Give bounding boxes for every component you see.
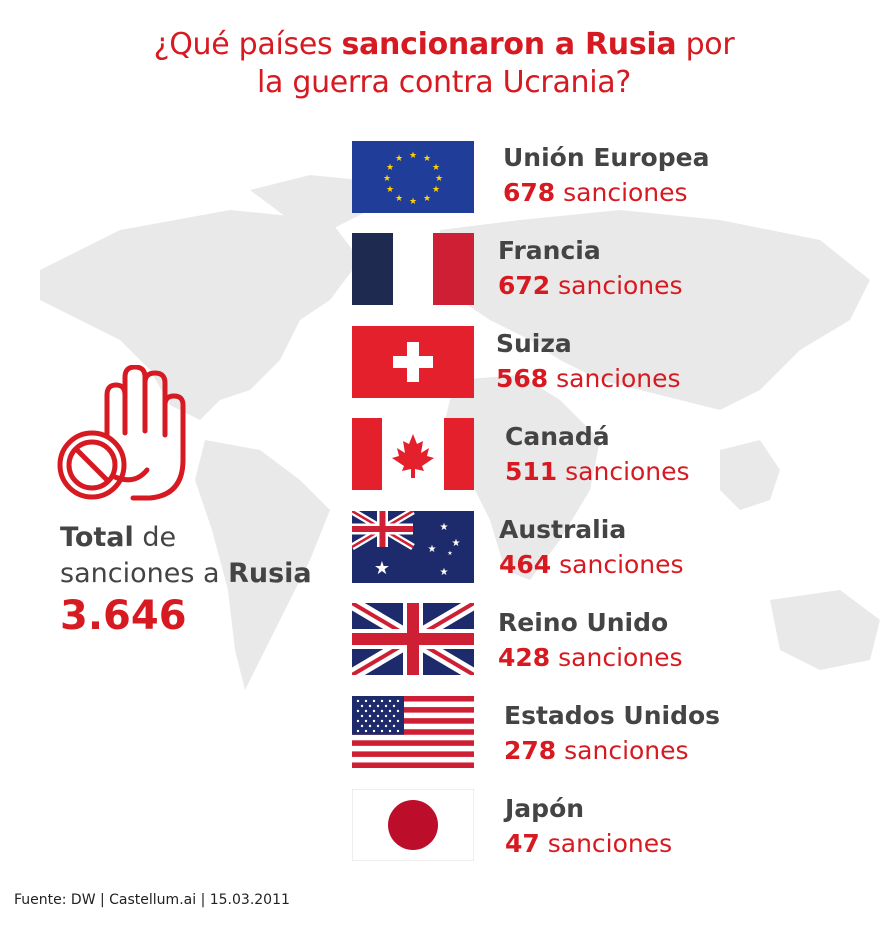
svg-text:★: ★ bbox=[428, 544, 437, 555]
country-name: Suiza bbox=[496, 329, 572, 358]
flag-france bbox=[352, 233, 474, 305]
sanction-count-value: 464 bbox=[499, 550, 552, 579]
country-sanction-count: 672 sanciones bbox=[498, 271, 683, 301]
sanction-unit-label: sanciones bbox=[556, 736, 689, 765]
sanction-count-value: 568 bbox=[496, 364, 549, 393]
country-sanction-count: 678 sanciones bbox=[503, 178, 688, 208]
flag-australia: ★ ★ ★ ★ ★ ★ bbox=[352, 511, 474, 583]
svg-text:★: ★ bbox=[386, 185, 394, 195]
title-line2: la guerra contra Ucrania? bbox=[256, 65, 632, 100]
country-sanction-count: 511 sanciones bbox=[505, 457, 690, 487]
svg-text:★: ★ bbox=[383, 174, 391, 184]
country-name: Reino Unido bbox=[498, 608, 669, 637]
svg-text:★: ★ bbox=[395, 154, 403, 164]
svg-text:★: ★ bbox=[395, 194, 403, 204]
sanction-unit-label: sanciones bbox=[551, 550, 684, 579]
sanction-unit-label: sanciones bbox=[550, 271, 683, 300]
sanction-unit-label: sanciones bbox=[550, 643, 683, 672]
country-name: Canadá bbox=[505, 422, 610, 451]
world-map-background bbox=[40, 175, 880, 690]
svg-text:★: ★ bbox=[409, 197, 417, 207]
country-sanction-count: 278 sanciones bbox=[504, 736, 689, 766]
country-sanction-count: 464 sanciones bbox=[499, 550, 684, 580]
country-name: Unión Europea bbox=[503, 143, 710, 172]
sanction-count-value: 678 bbox=[503, 178, 556, 207]
svg-text:★: ★ bbox=[374, 558, 390, 579]
sanction-count-value: 47 bbox=[505, 829, 540, 858]
total-line2-prefix: sanciones a bbox=[60, 558, 229, 589]
country-name: Estados Unidos bbox=[504, 701, 721, 730]
flag-switzerland bbox=[352, 326, 474, 398]
svg-text:★: ★ bbox=[423, 154, 431, 164]
total-label-rest: de bbox=[133, 522, 177, 553]
title-prefix: ¿Qué países bbox=[153, 27, 342, 62]
svg-text:★: ★ bbox=[409, 151, 417, 161]
sanction-count-value: 672 bbox=[498, 271, 551, 300]
country-sanction-count: 568 sanciones bbox=[496, 364, 681, 394]
country-name: Australia bbox=[499, 515, 627, 544]
sanction-unit-label: sanciones bbox=[557, 457, 690, 486]
total-line2: sanciones a Rusia bbox=[60, 556, 312, 592]
flag-united-kingdom bbox=[352, 603, 474, 675]
svg-text:★: ★ bbox=[447, 550, 452, 557]
sanction-unit-label: sanciones bbox=[548, 364, 681, 393]
country-name: Japón bbox=[505, 794, 585, 823]
sanction-unit-label: sanciones bbox=[555, 178, 688, 207]
flag-canada bbox=[352, 418, 474, 490]
flag-united-states bbox=[352, 696, 474, 768]
total-sanctions: Total de sanciones a Rusia 3.646 bbox=[60, 520, 312, 640]
title-bold: sancionaron a Rusia bbox=[341, 27, 677, 62]
country-sanction-count: 47 sanciones bbox=[505, 829, 672, 859]
sanction-count-value: 278 bbox=[504, 736, 557, 765]
total-label-bold: Total bbox=[60, 522, 134, 553]
svg-text:★: ★ bbox=[386, 163, 394, 173]
source-note: Fuente: DW | Castellum.ai | 15.03.2011 bbox=[14, 892, 290, 908]
sanction-unit-label: sanciones bbox=[539, 829, 673, 858]
country-name: Francia bbox=[498, 236, 601, 265]
svg-text:★: ★ bbox=[435, 174, 443, 184]
sanction-count-value: 511 bbox=[505, 457, 558, 486]
flag-eu: ★ ★ ★ ★ ★ ★ ★ ★ ★ ★ ★ ★ bbox=[352, 141, 474, 213]
flag-japan bbox=[352, 789, 474, 861]
total-line2-bold: Rusia bbox=[228, 558, 312, 589]
sanction-count-value: 428 bbox=[498, 643, 551, 672]
title-suffix: por bbox=[676, 27, 735, 62]
total-line1: Total de bbox=[60, 520, 312, 556]
svg-text:★: ★ bbox=[432, 185, 440, 195]
svg-text:★: ★ bbox=[440, 567, 449, 578]
svg-text:★: ★ bbox=[432, 163, 440, 173]
svg-text:★: ★ bbox=[440, 522, 449, 533]
stop-hand-icon bbox=[57, 365, 186, 501]
country-sanction-count: 428 sanciones bbox=[498, 643, 683, 673]
total-value: 3.646 bbox=[60, 593, 187, 639]
page-title: ¿Qué países sancionaron a Rusia por la g… bbox=[0, 26, 888, 102]
svg-text:★: ★ bbox=[423, 194, 431, 204]
svg-text:★: ★ bbox=[452, 538, 461, 549]
